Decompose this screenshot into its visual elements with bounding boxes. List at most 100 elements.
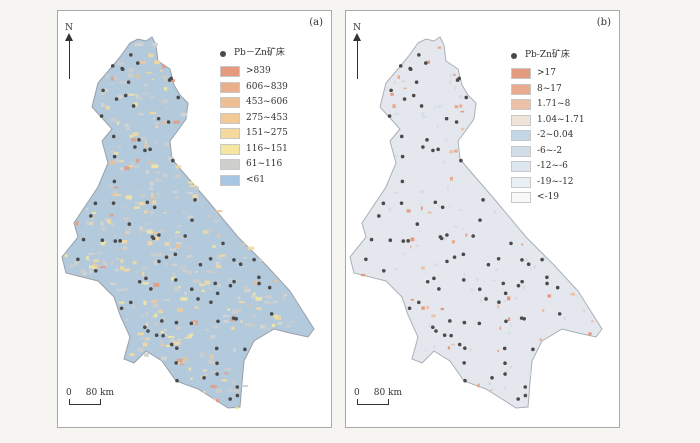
map-texture-patch <box>119 80 127 84</box>
map-texture-patch <box>169 239 173 243</box>
map-texture-patch <box>136 347 144 352</box>
map-texture-patch <box>198 260 203 263</box>
map-texture-patch <box>148 161 153 164</box>
map-texture-patch <box>215 265 222 269</box>
map-texture-patch <box>173 341 181 345</box>
deposit-point <box>497 300 501 305</box>
map-texture-patch <box>487 381 492 386</box>
map-texture-patch <box>176 338 182 341</box>
deposit-point <box>519 316 524 320</box>
map-texture-patch <box>224 372 229 375</box>
map-texture-patch <box>199 282 203 287</box>
map-texture-patch <box>240 320 243 323</box>
legend-label-a: <61 <box>246 174 265 185</box>
map-texture-patch <box>539 338 543 342</box>
map-texture-patch <box>177 225 182 228</box>
map-texture-patch <box>75 221 79 226</box>
legend-item-b: -19~-12 <box>511 175 585 191</box>
map-texture-patch <box>401 79 406 83</box>
deposit-point <box>213 281 218 286</box>
map-texture-patch <box>458 95 463 99</box>
deposit-point <box>101 88 105 93</box>
map-texture-patch <box>136 74 140 78</box>
map-texture-patch <box>114 186 119 189</box>
map-texture-patch <box>151 42 159 46</box>
legend-rows-b: >17 8~17 1.71~8 1.04~1.71 -2~0.04 -6~-2 -12~-6… <box>511 66 585 206</box>
map-texture-patch <box>120 248 124 251</box>
deposit-point <box>99 114 104 118</box>
map-texture-patch <box>189 184 197 188</box>
deposit-point <box>462 320 467 325</box>
legend-label-a: >839 <box>246 66 271 77</box>
deposit-point <box>425 138 429 142</box>
deposit-point <box>369 237 374 242</box>
deposit-point <box>387 114 392 118</box>
map-texture-patch <box>144 312 149 316</box>
map-texture-patch <box>150 253 158 257</box>
map-texture-patch <box>149 111 156 115</box>
map-texture-patch <box>255 297 262 301</box>
map-texture-patch <box>210 334 216 339</box>
deposit-point <box>520 279 524 284</box>
map-texture-patch <box>237 296 241 300</box>
deposit-point <box>146 329 150 333</box>
scale-bar-a: 0 80 km <box>66 388 114 405</box>
map-texture-patch <box>212 219 220 223</box>
map-texture-patch <box>523 285 526 290</box>
map-texture-patch <box>179 363 184 365</box>
deposit-point <box>478 218 482 222</box>
map-texture-patch <box>427 60 430 64</box>
map-texture-patch <box>403 87 407 90</box>
map-texture-patch <box>495 268 499 272</box>
map-texture-patch <box>235 262 239 265</box>
map-texture-patch <box>120 265 124 271</box>
deposit-point <box>523 385 528 389</box>
map-texture-patch <box>145 322 148 327</box>
map-texture-patch <box>175 242 182 245</box>
map-texture-patch <box>103 262 109 267</box>
map-texture-patch <box>438 204 441 208</box>
study-area-region-a <box>61 36 315 409</box>
map-texture-patch <box>187 270 192 275</box>
deposit-point <box>81 237 86 242</box>
deposit-point <box>137 279 142 284</box>
map-texture-patch <box>507 331 511 335</box>
map-texture-patch <box>163 87 168 91</box>
legend-swatch-b <box>511 145 531 157</box>
map-texture-patch <box>201 284 206 286</box>
deposit-point <box>424 61 428 65</box>
deposit-point <box>164 255 169 259</box>
map-texture-patch <box>70 264 74 268</box>
map-texture-patch <box>194 186 199 191</box>
map-texture-patch <box>118 301 125 304</box>
deposit-point <box>445 259 449 264</box>
deposit-point <box>520 258 524 262</box>
map-texture-patch <box>89 269 92 274</box>
map-texture-patch <box>157 252 163 257</box>
deposit-point <box>523 393 528 398</box>
map-texture-patch <box>210 384 217 389</box>
map-texture-patch <box>233 389 239 393</box>
map-texture-patch <box>510 322 513 327</box>
map-texture-patch <box>213 271 217 275</box>
map-texture-patch <box>451 240 456 244</box>
map-texture-patch <box>428 324 432 328</box>
legend-item-b: 8~17 <box>511 82 585 98</box>
map-texture-patch <box>440 307 444 311</box>
deposit-point <box>131 104 136 108</box>
map-texture-patch <box>175 165 182 168</box>
deposit-point <box>148 147 152 152</box>
map-texture-patch <box>154 142 159 145</box>
deposit-point <box>208 256 213 261</box>
map-texture-patch <box>395 155 398 158</box>
deposit-point <box>114 97 119 101</box>
map-texture-patch <box>135 158 140 163</box>
legend-item-b: <-19 <box>511 190 585 206</box>
deposit-point <box>154 333 159 338</box>
map-texture-patch <box>119 167 124 171</box>
deposit-point <box>490 376 494 380</box>
map-texture-patch <box>147 241 153 246</box>
deposit-point <box>166 120 171 124</box>
deposit-point <box>381 201 386 206</box>
map-texture-patch <box>475 278 479 281</box>
